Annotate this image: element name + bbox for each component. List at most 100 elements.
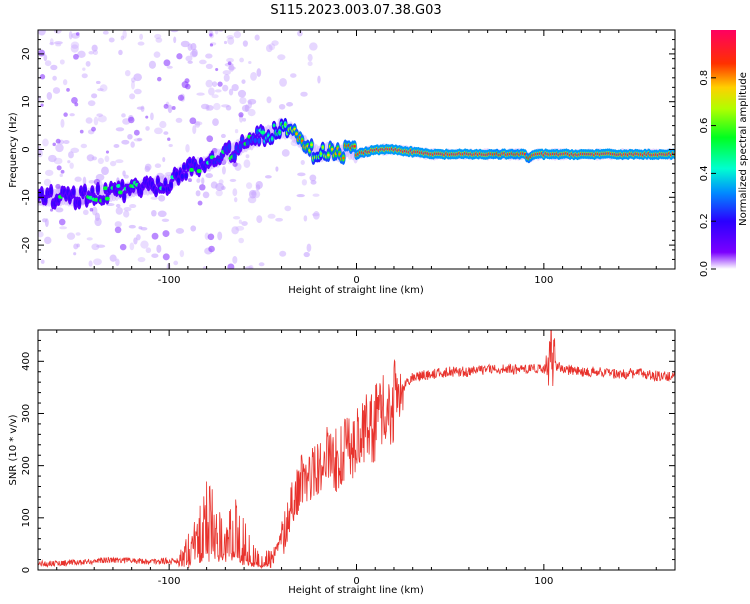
noise-blob — [70, 147, 80, 153]
noise-blob — [234, 128, 239, 134]
snr-xtick-label: 0 — [353, 576, 359, 587]
noise-blob — [49, 42, 55, 46]
noise-blob — [306, 243, 312, 253]
noise-blob — [49, 38, 54, 45]
noise-blob — [76, 243, 80, 248]
noise-blob — [254, 34, 260, 41]
noise-blob — [154, 33, 162, 39]
noise-blob — [228, 88, 234, 96]
noise-blob-dark — [145, 115, 149, 119]
colorbar-tick-label: 0.8 — [699, 70, 710, 86]
noise-blob-dark — [185, 83, 191, 90]
noise-blob — [190, 42, 197, 51]
noise-blob — [44, 218, 49, 228]
snr-panel: -100 0 100 0 100 200 300 400 Height of straight… — [8, 329, 676, 596]
noise-blob — [118, 49, 123, 56]
noise-blob — [122, 30, 127, 39]
noise-blob — [218, 179, 224, 185]
noise-blob — [99, 84, 108, 92]
noise-blob — [290, 73, 297, 78]
colorbar-tick-label: 0.4 — [699, 165, 710, 181]
noise-blob — [212, 118, 219, 127]
noise-blob — [121, 113, 126, 118]
spectrogram-xtick-label: 0 — [353, 275, 359, 286]
noise-blob — [86, 237, 93, 241]
noise-blob — [170, 30, 179, 33]
ridge-spot — [260, 130, 266, 135]
noise-blob — [205, 53, 213, 59]
noise-blob — [244, 266, 254, 269]
noise-blob — [104, 155, 110, 163]
noise-blob-dark — [89, 207, 94, 212]
snr-ytick-label: 0 — [21, 567, 32, 573]
ridge-core — [321, 145, 325, 149]
noise-blob — [281, 149, 290, 157]
noise-blob — [55, 43, 62, 47]
noise-blob — [238, 237, 245, 244]
ridge-spot — [87, 195, 93, 200]
ridge-mid — [40, 189, 44, 197]
noise-blob — [53, 30, 62, 34]
noise-blob — [46, 91, 53, 101]
noise-blob — [48, 154, 57, 163]
noise-blob — [73, 252, 77, 256]
noise-blob — [154, 163, 162, 169]
noise-blob — [173, 36, 177, 44]
colorbar-tick-label: 0.6 — [699, 118, 710, 134]
ridge-mid — [246, 139, 250, 146]
noise-blob-dark — [217, 81, 223, 87]
ridge-mid — [180, 173, 184, 179]
spectrogram-ytick-label: 20 — [21, 48, 32, 61]
ridge-mid — [96, 185, 100, 193]
noise-blob — [88, 260, 93, 267]
noise-blob — [63, 139, 70, 145]
spectrogram-ylabel: Frequency (Hz) — [8, 112, 19, 188]
noise-blob — [307, 53, 313, 62]
ridge-core — [330, 147, 334, 151]
noise-blob — [220, 133, 226, 139]
ridge-core — [310, 143, 313, 147]
noise-blob — [221, 166, 226, 175]
noise-blob — [271, 40, 279, 46]
noise-blob — [101, 166, 109, 176]
noise-blob — [242, 117, 247, 122]
ridge-core — [319, 152, 323, 156]
noise-blob — [214, 30, 219, 35]
noise-blob — [175, 228, 185, 234]
noise-blob-dark — [133, 129, 140, 136]
ridge-mid — [49, 187, 53, 195]
noise-blob — [286, 102, 294, 107]
noise-blob — [307, 61, 313, 67]
noise-blob — [148, 60, 157, 69]
noise-blob — [120, 35, 125, 41]
noise-blob — [109, 160, 117, 167]
colorbar-tick-label: 0.0 — [699, 261, 710, 277]
ridge-mid — [188, 159, 192, 164]
noise-blob-dark — [58, 218, 66, 226]
noise-blob — [96, 113, 103, 117]
noise-blob — [129, 203, 137, 209]
noise-blob-dark — [207, 233, 215, 241]
noise-blob — [250, 71, 257, 81]
noise-blob — [85, 117, 93, 124]
noise-blob — [87, 100, 96, 107]
noise-blob — [199, 59, 207, 65]
snr-ytick-label: 200 — [21, 456, 32, 475]
noise-blob — [192, 125, 197, 135]
noise-blob — [91, 93, 98, 99]
ridge-mid — [43, 197, 48, 203]
noise-blob-dark — [91, 126, 96, 132]
ridge-mid — [122, 193, 126, 201]
noise-blob — [91, 156, 97, 161]
noise-blob — [205, 63, 213, 69]
noise-blob — [115, 127, 125, 132]
noise-blob — [191, 48, 198, 57]
noise-blob — [227, 36, 235, 45]
snr-ytick-label: 400 — [21, 352, 32, 371]
noise-blob — [94, 212, 100, 222]
noise-blob — [202, 191, 210, 199]
noise-blob — [193, 121, 203, 126]
noise-blob — [228, 64, 235, 72]
ridge-mid — [233, 152, 237, 160]
